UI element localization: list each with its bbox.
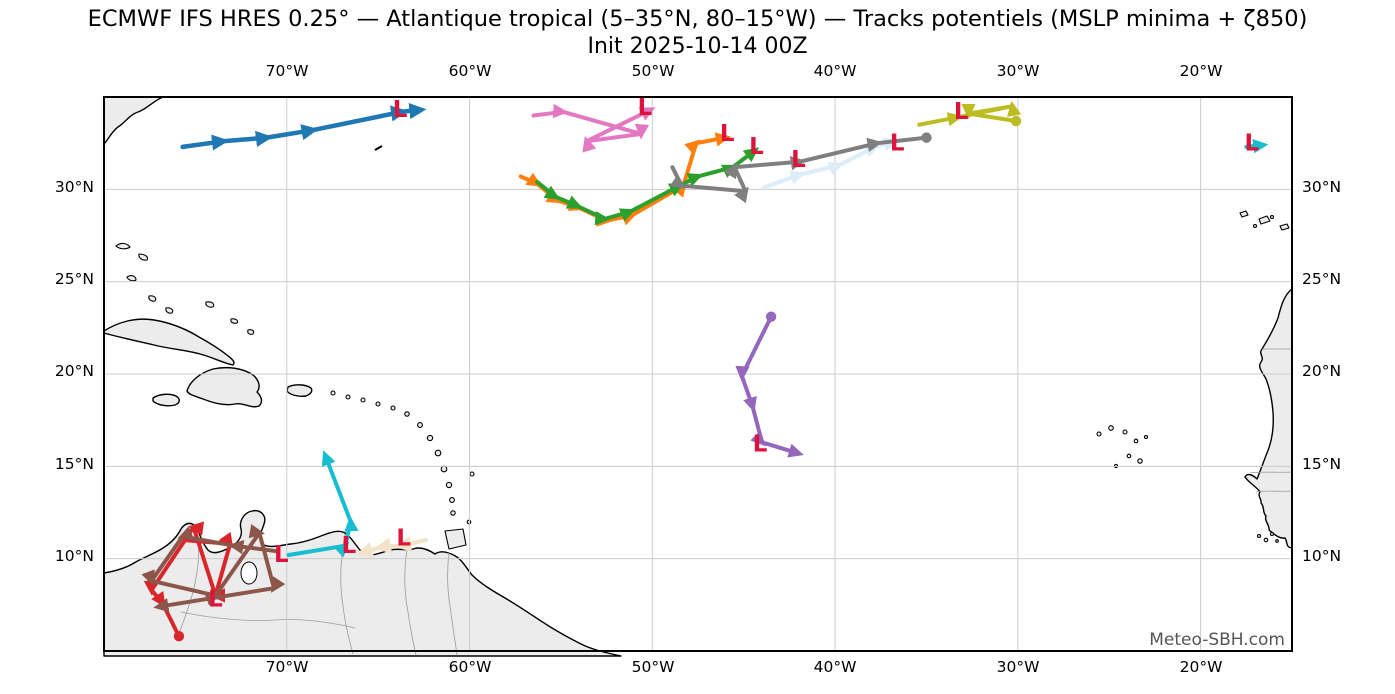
low-pressure-marker: L xyxy=(954,99,969,125)
tick-top-50w: 50°W xyxy=(631,62,675,80)
land-hispaniola xyxy=(186,366,263,408)
track-olive-northeast xyxy=(917,100,1022,127)
tick-top-40w: 40°W xyxy=(813,62,857,80)
country-borders-africa xyxy=(1249,348,1293,493)
gridlines xyxy=(104,97,1292,651)
tick-left-25n: 25°N xyxy=(54,270,94,288)
tick-bottom-30w: 30°W xyxy=(996,658,1040,676)
low-pressure-marker: L xyxy=(342,533,357,559)
tick-bottom-50w: 50°W xyxy=(631,658,675,676)
tick-right-10n: 10°N xyxy=(1302,547,1342,565)
low-pressure-marker: L xyxy=(720,121,735,147)
tick-right-25n: 25°N xyxy=(1302,270,1342,288)
tick-top-30w: 30°W xyxy=(996,62,1040,80)
tick-right-20n: 20°N xyxy=(1302,362,1342,380)
low-pressure-marker: L xyxy=(749,134,764,160)
track-cream-trinidad xyxy=(355,536,428,558)
tick-bottom-40w: 40°W xyxy=(813,658,857,676)
land-jamaica xyxy=(152,393,180,407)
track-end-dot xyxy=(173,631,185,642)
low-pressure-marker: L xyxy=(638,95,653,121)
track-pink-north-zigzag xyxy=(531,103,656,153)
track-purple-mid-atlantic xyxy=(735,311,804,458)
land-bermuda xyxy=(374,145,383,151)
tick-bottom-70w: 70°W xyxy=(265,658,309,676)
land-canary-islands xyxy=(1239,210,1290,231)
tick-top-20w: 20°W xyxy=(1179,62,1223,80)
track-gray-central xyxy=(669,132,932,204)
track-cyan-far-east xyxy=(1244,138,1269,154)
low-pressure-marker: L xyxy=(274,542,289,568)
track-start-dot xyxy=(765,311,777,322)
land-lesser-antilles xyxy=(330,390,475,516)
tick-left-10n: 10°N xyxy=(54,547,94,565)
page-title: ECMWF IFS HRES 0.25° — Atlantique tropic… xyxy=(87,6,1308,32)
tick-left-15n: 15°N xyxy=(54,455,94,473)
land-bijagos-islands xyxy=(1256,531,1279,543)
land-masses xyxy=(103,96,1293,657)
land-west-africa xyxy=(1244,288,1293,549)
init-time-subtitle: Init 2025-10-14 00Z xyxy=(587,34,808,59)
low-pressure-marker: L xyxy=(1244,130,1259,156)
land-florida-bahama-bank xyxy=(103,96,164,145)
watermark: Meteo-SBH.com xyxy=(1149,630,1285,650)
storm-tracks xyxy=(141,100,1269,642)
tick-left-30n: 30°N xyxy=(54,178,94,196)
track-blue-northwest xyxy=(180,102,427,151)
lake-maracaibo xyxy=(240,561,258,585)
land-cuba xyxy=(103,318,235,366)
land-trinidad-tobago xyxy=(444,519,472,550)
land-puerto-rico xyxy=(286,384,313,397)
tick-right-15n: 15°N xyxy=(1302,455,1342,473)
low-pressure-marker: L xyxy=(396,526,411,552)
low-pressure-marker: L xyxy=(393,97,408,123)
track-end-dot xyxy=(1010,115,1022,127)
land-bahamas xyxy=(115,242,255,335)
tick-left-20n: 20°N xyxy=(54,362,94,380)
tick-bottom-20w: 20°W xyxy=(1179,658,1223,676)
low-pressure-marker: L xyxy=(753,431,768,457)
track-cyan-caribbean xyxy=(286,450,359,558)
track-end-dot xyxy=(921,132,932,143)
low-pressure-marker: L xyxy=(208,586,223,612)
tick-right-30n: 30°N xyxy=(1302,178,1342,196)
map-frame xyxy=(103,96,1293,652)
land-cape-verde-islands xyxy=(1096,425,1149,469)
low-pressure-marker: L xyxy=(791,147,806,173)
tick-top-70w: 70°W xyxy=(265,62,309,80)
low-pressure-marker: L xyxy=(890,130,905,156)
tick-top-60w: 60°W xyxy=(448,62,492,80)
track-brown-venezuela xyxy=(141,524,286,613)
tick-bottom-60w: 60°W xyxy=(448,658,492,676)
